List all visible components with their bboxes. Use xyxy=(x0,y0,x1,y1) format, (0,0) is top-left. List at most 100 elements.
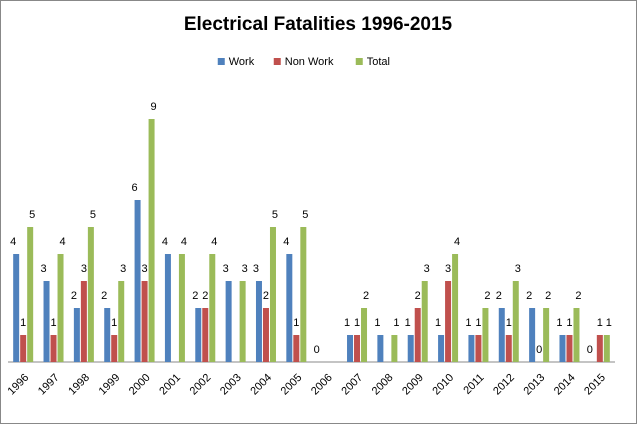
value-label: 4 xyxy=(10,236,16,248)
value-label: 1 xyxy=(597,317,603,329)
value-label: 1 xyxy=(393,317,399,329)
value-label: 0 xyxy=(314,344,320,356)
bar xyxy=(225,281,232,362)
bar xyxy=(505,335,512,362)
bar xyxy=(354,335,361,362)
bar xyxy=(300,227,307,362)
value-label: 2 xyxy=(415,290,421,302)
bar xyxy=(421,281,428,362)
value-label: 2 xyxy=(263,290,269,302)
bar xyxy=(445,281,452,362)
value-label: 0 xyxy=(536,344,542,356)
legend-swatch xyxy=(355,58,363,65)
value-label: 6 xyxy=(132,182,138,194)
bar xyxy=(134,200,141,362)
bar xyxy=(391,335,398,362)
value-label: 4 xyxy=(283,236,289,248)
bar xyxy=(255,281,262,362)
value-label: 5 xyxy=(29,209,35,221)
value-label: 4 xyxy=(181,236,187,248)
bar xyxy=(347,335,354,362)
bar xyxy=(148,119,155,362)
value-label: 2 xyxy=(545,290,551,302)
value-label: 0 xyxy=(587,344,593,356)
value-label: 1 xyxy=(293,317,299,329)
value-label: 3 xyxy=(142,263,148,275)
value-label: 4 xyxy=(211,236,217,248)
bar xyxy=(293,335,300,362)
legend-label: Non Work xyxy=(285,56,334,68)
bar xyxy=(475,335,482,362)
bar xyxy=(414,308,421,362)
value-label: 1 xyxy=(465,317,471,329)
bar xyxy=(566,335,573,362)
value-label: 1 xyxy=(556,317,562,329)
bar xyxy=(27,227,34,362)
bar xyxy=(559,335,566,362)
value-label: 1 xyxy=(475,317,481,329)
bar xyxy=(195,308,202,362)
bar xyxy=(164,254,171,362)
value-label: 3 xyxy=(223,263,229,275)
bar xyxy=(239,281,246,362)
value-label: 4 xyxy=(454,236,460,248)
legend-label: Work xyxy=(229,56,255,68)
bar xyxy=(80,281,87,362)
bar xyxy=(573,308,580,362)
value-label: 2 xyxy=(101,290,107,302)
value-label: 1 xyxy=(20,317,26,329)
legend-swatch xyxy=(217,58,225,65)
value-label: 4 xyxy=(162,236,168,248)
bar xyxy=(43,281,50,362)
value-label: 2 xyxy=(192,290,198,302)
value-label: 1 xyxy=(354,317,360,329)
chart-title: Electrical Fatalities 1996-2015 xyxy=(184,14,453,35)
bar xyxy=(209,254,216,362)
value-label: 3 xyxy=(424,263,430,275)
bar xyxy=(452,254,459,362)
bar xyxy=(20,335,27,362)
bar xyxy=(111,335,118,362)
value-label: 1 xyxy=(606,317,612,329)
value-label: 1 xyxy=(435,317,441,329)
value-label: 3 xyxy=(242,263,248,275)
value-label: 2 xyxy=(202,290,208,302)
value-label: 1 xyxy=(50,317,56,329)
value-label: 9 xyxy=(151,101,157,113)
bar xyxy=(269,227,276,362)
bar xyxy=(57,254,64,362)
value-label: 1 xyxy=(566,317,572,329)
value-label: 1 xyxy=(111,317,117,329)
bar xyxy=(178,254,185,362)
bar xyxy=(603,335,610,362)
value-label: 1 xyxy=(344,317,350,329)
legend-swatch xyxy=(273,58,281,65)
value-label: 3 xyxy=(81,263,87,275)
legend-label: Total xyxy=(367,56,390,68)
bar xyxy=(543,308,550,362)
value-label: 5 xyxy=(90,209,96,221)
bar xyxy=(468,335,475,362)
value-label: 3 xyxy=(515,263,521,275)
value-label: 3 xyxy=(120,263,126,275)
bar xyxy=(512,281,519,362)
value-label: 2 xyxy=(575,290,581,302)
value-label: 2 xyxy=(496,290,502,302)
value-label: 3 xyxy=(445,263,451,275)
bar xyxy=(50,335,57,362)
bar xyxy=(438,335,445,362)
bar xyxy=(377,335,384,362)
bar xyxy=(596,335,603,362)
value-label: 4 xyxy=(59,236,65,248)
value-label: 2 xyxy=(363,290,369,302)
bar xyxy=(118,281,125,362)
bar xyxy=(141,281,148,362)
bar xyxy=(262,308,269,362)
bar xyxy=(529,308,536,362)
bar xyxy=(13,254,20,362)
value-label: 3 xyxy=(40,263,46,275)
bar xyxy=(498,308,505,362)
value-label: 2 xyxy=(484,290,490,302)
value-label: 1 xyxy=(506,317,512,329)
